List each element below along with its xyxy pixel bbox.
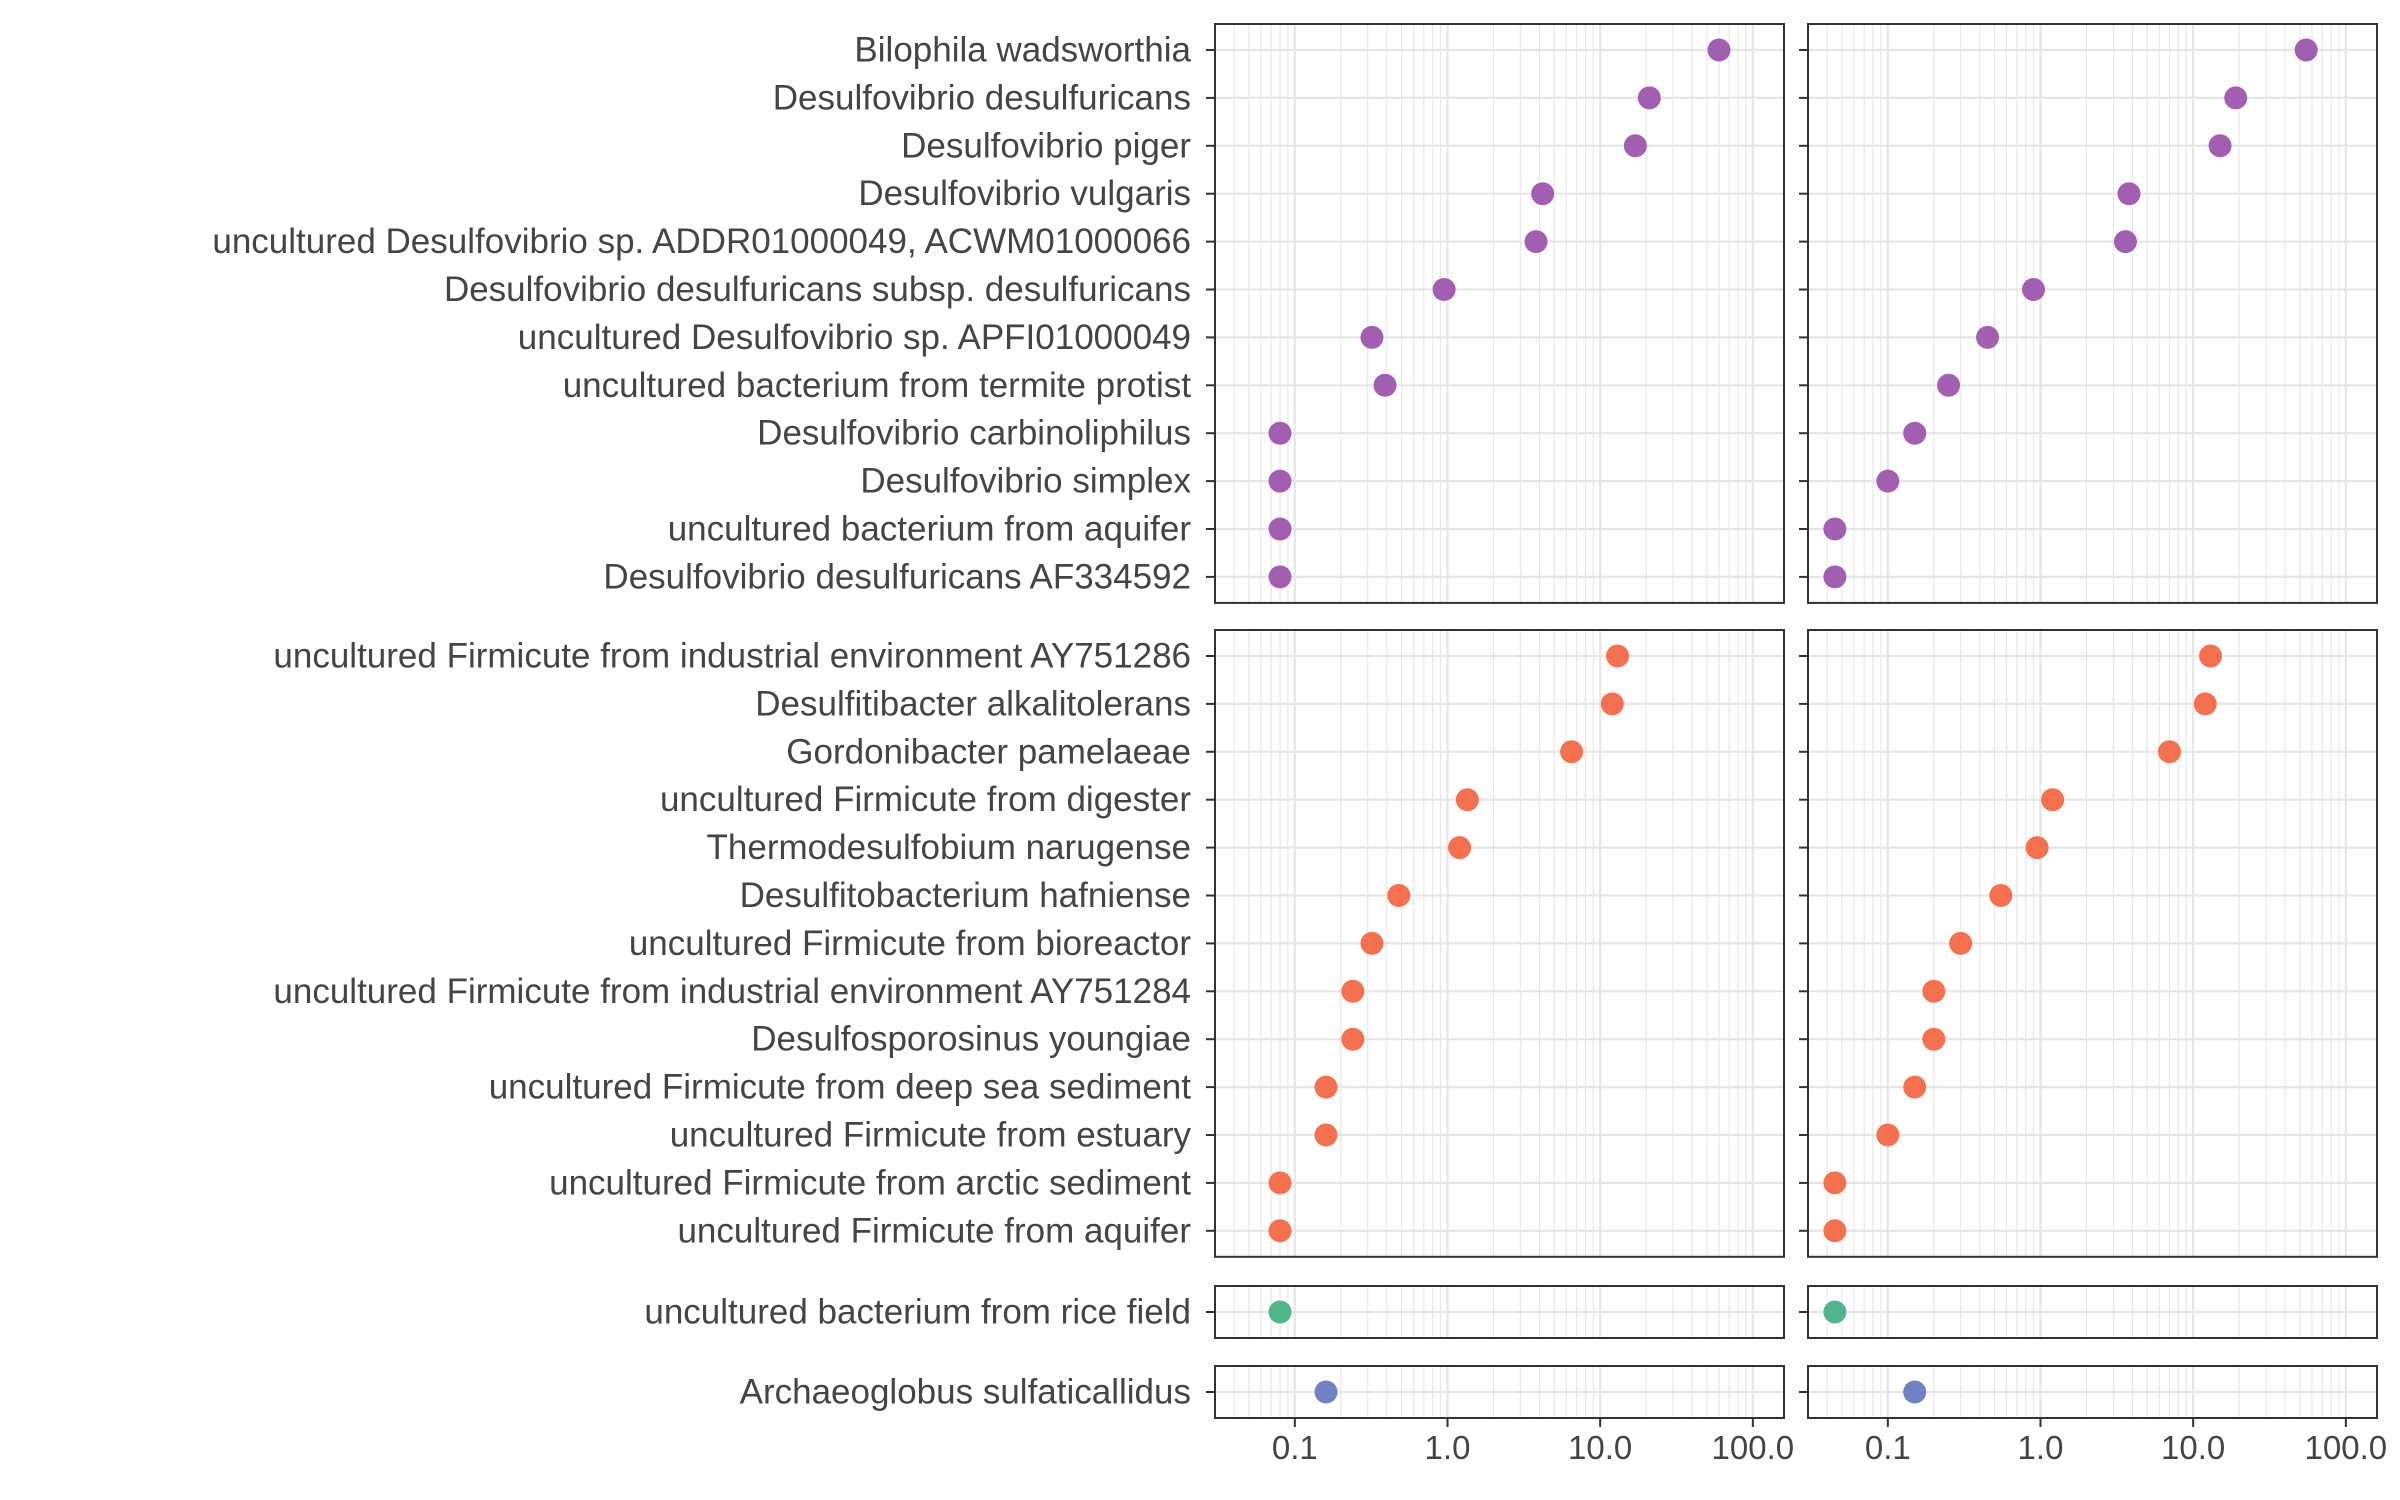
data-point bbox=[1876, 1123, 1900, 1147]
data-point bbox=[1531, 182, 1555, 206]
data-point bbox=[1268, 517, 1292, 541]
category-label: Gordonibacter pamelaeae bbox=[786, 732, 1191, 771]
panel-frames bbox=[1214, 23, 2378, 1419]
data-point bbox=[1560, 740, 1584, 764]
data-point bbox=[1387, 884, 1411, 907]
category-label: uncultured Firmicute from aquifer bbox=[677, 1211, 1191, 1250]
category-label: uncultured Firmicute from digester bbox=[660, 780, 1191, 819]
data-point bbox=[1268, 565, 1292, 589]
data-point bbox=[1268, 1171, 1292, 1195]
data-point bbox=[1448, 836, 1472, 860]
data-point bbox=[1989, 884, 2013, 907]
category-label: Desulfovibrio desulfuricans subsp. desul… bbox=[444, 270, 1191, 309]
category-label: Desulfovibrio desulfuricans bbox=[773, 78, 1191, 117]
category-label: uncultured bacterium from aquifer bbox=[668, 510, 1192, 549]
data-point bbox=[2294, 38, 2318, 62]
category-label: Desulfovibrio carbinoliphilus bbox=[757, 414, 1191, 453]
data-point bbox=[1524, 230, 1548, 254]
data-point bbox=[1268, 1219, 1292, 1243]
data-point bbox=[1455, 788, 1479, 812]
x-tick-label: 10.0 bbox=[1568, 1429, 1632, 1466]
data-point bbox=[2022, 278, 2046, 301]
data-point bbox=[1949, 931, 1973, 955]
category-label: Bilophila wadsworthia bbox=[854, 31, 1191, 70]
x-tick-label: 0.1 bbox=[1272, 1429, 1318, 1466]
data-point bbox=[1341, 979, 1365, 1003]
data-point bbox=[2193, 692, 2217, 716]
data-point bbox=[1976, 325, 2000, 349]
data-point bbox=[1268, 469, 1292, 493]
panel-frame bbox=[1807, 23, 2378, 604]
category-label: uncultured Firmicute from arctic sedimen… bbox=[549, 1163, 1191, 1202]
category-label: Desulfovibrio vulgaris bbox=[858, 174, 1191, 213]
data-point bbox=[2025, 836, 2049, 860]
data-point bbox=[1314, 1123, 1338, 1147]
category-label: uncultured Firmicute from bioreactor bbox=[629, 924, 1191, 963]
data-point bbox=[1922, 1027, 1946, 1051]
x-axis-labels: 0.1 1.0 10.0 100.0 0.1 1.0 10.0 100.0 bbox=[1272, 1429, 2387, 1466]
category-label: uncultured bacterium from rice field bbox=[644, 1293, 1191, 1332]
category-label: Desulfitobacterium hafniense bbox=[740, 876, 1191, 915]
data-point bbox=[1903, 421, 1927, 445]
category-label: uncultured Firmicute from industrial env… bbox=[273, 637, 1191, 676]
category-label: uncultured Firmicute from industrial env… bbox=[273, 972, 1191, 1011]
data-point bbox=[2113, 230, 2137, 254]
category-label: uncultured Desulfovibrio sp. ADDR0100004… bbox=[212, 222, 1191, 261]
data-point bbox=[1707, 38, 1731, 62]
x-tick-label: 1.0 bbox=[2018, 1429, 2064, 1466]
category-label: uncultured Desulfovibrio sp. APFI0100004… bbox=[518, 318, 1191, 357]
category-label: Desulfovibrio simplex bbox=[860, 462, 1191, 501]
category-label: Archaeoglobus sulfaticallidus bbox=[740, 1373, 1191, 1412]
data-point bbox=[1637, 86, 1661, 110]
data-point bbox=[2158, 740, 2182, 764]
tick-marks bbox=[1206, 49, 2347, 1427]
data-point bbox=[1937, 373, 1961, 397]
x-tick-label: 10.0 bbox=[2161, 1429, 2225, 1466]
data-point bbox=[1623, 134, 1647, 158]
data-point bbox=[1606, 644, 1630, 668]
data-point bbox=[1876, 469, 1900, 493]
data-point bbox=[1360, 931, 1384, 955]
data-point bbox=[1823, 1171, 1847, 1195]
data-point bbox=[1432, 278, 1456, 301]
data-point bbox=[1903, 1380, 1927, 1404]
data-point bbox=[1922, 979, 1946, 1003]
data-point bbox=[1341, 1027, 1365, 1051]
x-tick-label: 1.0 bbox=[1425, 1429, 1471, 1466]
x-tick-label: 0.1 bbox=[1865, 1429, 1911, 1466]
data-point bbox=[2041, 788, 2065, 812]
data-point bbox=[2208, 134, 2232, 158]
data-point bbox=[1268, 421, 1292, 445]
data-point bbox=[1823, 565, 1847, 589]
panel-frame bbox=[1214, 23, 1785, 604]
data-point bbox=[1600, 692, 1624, 716]
data-point bbox=[1360, 325, 1384, 349]
data-point bbox=[1823, 1300, 1847, 1324]
y-axis-labels: Bilophila wadsworthia Desulfovibrio desul… bbox=[212, 31, 1191, 1412]
data-point bbox=[1373, 373, 1397, 397]
category-label: Desulfovibrio piger bbox=[901, 126, 1191, 165]
data-point bbox=[1314, 1075, 1338, 1099]
data-point bbox=[2117, 182, 2141, 206]
category-label: Desulfovibrio desulfuricans AF334592 bbox=[603, 557, 1191, 596]
data-point bbox=[1823, 517, 1847, 541]
category-label: Desulfitibacter alkalitolerans bbox=[755, 684, 1191, 723]
data-point bbox=[2224, 86, 2248, 110]
category-label: Thermodesulfobium narugense bbox=[707, 828, 1191, 867]
data-point bbox=[1268, 1300, 1292, 1324]
x-tick-label: 100.0 bbox=[2305, 1429, 2388, 1466]
category-label: uncultured bacterium from termite protis… bbox=[563, 366, 1192, 405]
category-label: uncultured Firmicute from deep sea sedim… bbox=[489, 1068, 1192, 1107]
category-label: uncultured Firmicute from estuary bbox=[670, 1116, 1192, 1155]
data-points bbox=[1268, 38, 2318, 1404]
data-point bbox=[1314, 1380, 1338, 1404]
category-label: Desulfosporosinus youngiae bbox=[751, 1020, 1191, 1059]
data-point bbox=[2199, 644, 2223, 668]
data-point bbox=[1903, 1075, 1927, 1099]
data-point bbox=[1823, 1219, 1847, 1243]
grid-layer bbox=[1214, 24, 2377, 1418]
x-tick-label: 100.0 bbox=[1712, 1429, 1795, 1466]
